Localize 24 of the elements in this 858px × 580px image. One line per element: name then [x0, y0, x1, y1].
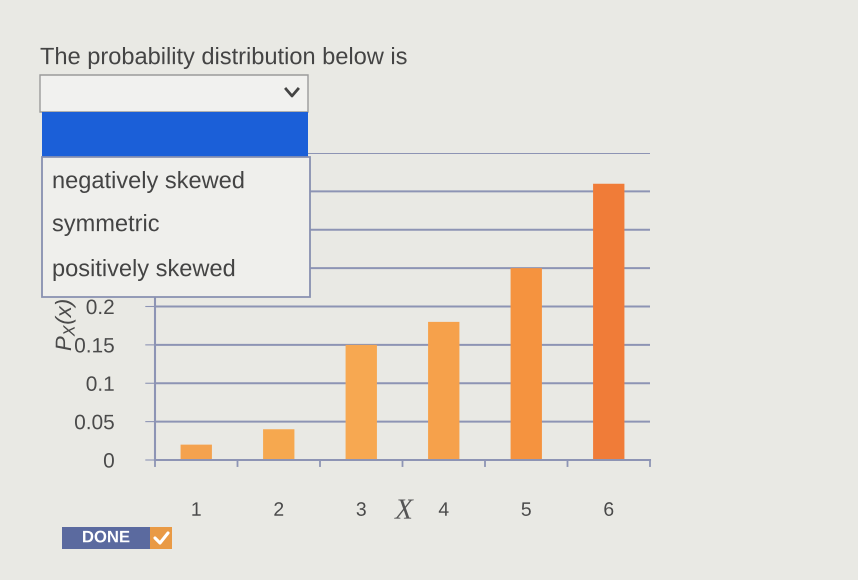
annotation: negatively skewed — [54, 170, 244, 194]
x-tick-label: 3 — [356, 502, 366, 516]
y-tick-label: 0 — [104, 453, 114, 468]
bar — [428, 322, 460, 460]
annotation: symmetric — [52, 214, 159, 236]
y-axis-title: P$_{X}$(x) — [54, 300, 76, 350]
bar — [510, 268, 542, 460]
x-tick-label: 2 — [274, 502, 284, 516]
bar — [346, 344, 377, 460]
x-tick-label: 6 — [604, 502, 614, 516]
x-tick-label: 1 — [192, 502, 201, 516]
bar — [180, 444, 212, 460]
text: DONE — [83, 530, 130, 542]
y-tick-label: 0.2 — [86, 300, 114, 314]
y-tick-label: 0.05 — [74, 414, 114, 430]
x-tick-label: 4 — [438, 502, 449, 516]
bar — [593, 184, 624, 460]
annotation: positively skewed — [54, 258, 234, 282]
x-tick-label: 5 — [522, 502, 531, 516]
x-axis-title: X — [394, 500, 414, 519]
y-tick-label: 0.1 — [86, 376, 114, 392]
chart-title: The probability distribution below is — [40, 46, 407, 70]
bar — [263, 429, 294, 460]
y-tick-label: 0.15 — [74, 338, 114, 353]
